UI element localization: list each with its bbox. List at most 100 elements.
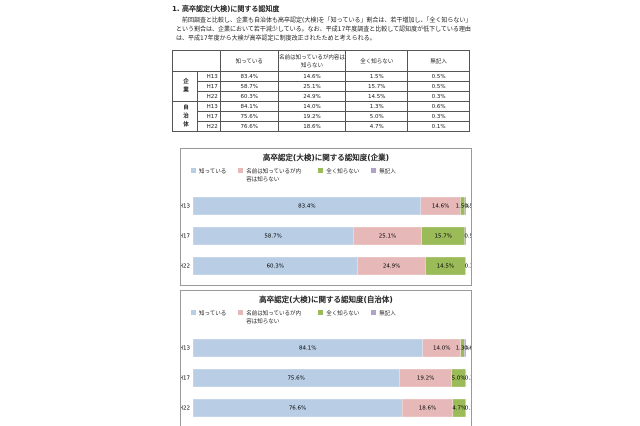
value-cell: 1.3% (345, 101, 409, 112)
value-label: 84.1% (299, 346, 316, 352)
legend-swatch (318, 310, 324, 315)
value-cell: 15.7% (345, 81, 409, 92)
heading: 1. 高卒認定(大検)に関する認知度 (172, 5, 280, 13)
value-cell: 84.1% (219, 101, 279, 112)
legend-label: 無記入 (379, 311, 396, 317)
value-label: 4.7% (452, 406, 466, 412)
chart: 高卒認定(大検)に関する認知度(自治体) 知っている 名前は知っているが内容は知らな… (180, 290, 472, 426)
value-label: 60.3% (267, 264, 284, 270)
value-label: 0.6% (464, 346, 471, 352)
year-cell: H17 (197, 111, 221, 122)
table-row: H22 60.3% 24.9% 14.5% 0.3% (173, 91, 470, 102)
table-row: H17 75.6% 19.2% 5.0% 0.3% (173, 111, 470, 122)
table: 知っている 名前は知っているが内容は知らない 全く知らない 無記入 企業 H13 83.4%… (172, 50, 470, 132)
value-label: 19.2% (417, 376, 434, 382)
value-cell: 75.6% (219, 111, 279, 122)
category-label: H17 (181, 376, 190, 382)
value-label: 75.6% (287, 376, 304, 382)
legend-swatch (238, 310, 244, 315)
value-cell: 0.5% (407, 71, 470, 82)
value-cell: 14.5% (345, 91, 409, 102)
plot: H1383.4%14.6%1.5%0.5%H1758.7%25.1%15.7%0… (181, 196, 471, 276)
bar-segment (465, 368, 467, 388)
value-cell: 58.7% (219, 81, 279, 92)
category-label: H22 (181, 406, 190, 412)
legend-label: 全く知らない (326, 169, 360, 175)
value-cell: 14.6% (277, 71, 347, 82)
value-label: 14.0% (433, 346, 450, 352)
value-label: 58.7% (264, 234, 281, 240)
value-label: 1.5% (456, 204, 470, 210)
corner (172, 50, 221, 72)
table-row: H17 58.7% 25.1% 15.7% 0.5% (173, 81, 470, 92)
value-cell: 4.7% (345, 121, 409, 132)
bar-segment (464, 196, 467, 216)
value-label: 1.3% (456, 346, 470, 352)
legend: 知っている 名前は知っているが内容は知らない 全く知らない 無記入 (191, 167, 466, 183)
chart: 高卒認定(大検)に関する認知度(企業) 知っている 名前は知っているが内容は知らない… (180, 148, 472, 286)
value-cell: 19.2% (277, 111, 347, 122)
legend-swatch (318, 168, 324, 173)
value-cell: 1.5% (345, 71, 409, 82)
group-label: 企業 (172, 71, 198, 102)
legend-item: 無記入 (371, 309, 396, 325)
column-header: 名前は知っているが内容は知らない (277, 50, 347, 72)
legend-label: 無記入 (379, 169, 396, 175)
table-row: H22 76.6% 18.6% 4.7% 0.1% (173, 121, 470, 132)
value-label: 5.0% (452, 376, 466, 382)
value-label: 76.6% (289, 406, 306, 412)
year-cell: H13 (197, 71, 221, 82)
year-cell: H22 (197, 121, 221, 132)
value-cell: 0.3% (407, 91, 470, 102)
value-cell: 83.4% (219, 71, 279, 82)
column-header: 全く知らない (345, 50, 409, 72)
legend-item: 名前は知っているが内容は知らない (238, 309, 306, 325)
value-label: 0.3% (465, 264, 471, 270)
value-label: 0.3% (465, 376, 471, 382)
table-row: 自治体 H13 84.1% 14.0% 1.3% 0.6% (172, 101, 470, 132)
value-label: 18.6% (419, 406, 436, 412)
category-label: H13 (181, 346, 190, 352)
category-label: H17 (181, 234, 190, 240)
value-label: 0.5% (464, 234, 471, 240)
legend: 知っている 名前は知っているが内容は知らない 全く知らない 無記入 (191, 309, 466, 325)
legend-item: 知っている (191, 309, 226, 325)
intro: 前回調査と比較し、企業も自治体も高卒認定(大検)を「知っている」割合は、若干増加… (176, 17, 472, 42)
legend-item: 名前は知っているが内容は知らない (238, 167, 306, 183)
year-cell: H17 (197, 81, 221, 92)
legend-item: 全く知らない (318, 309, 359, 325)
plot: H1384.1%14.0%1.3%0.6%H1775.6%19.2%5.0%0.… (181, 338, 471, 418)
category-label: H22 (181, 264, 190, 270)
legend-item: 全く知らない (318, 167, 359, 183)
bar-segment (465, 256, 467, 276)
legend-label: 知っている (199, 169, 227, 175)
bar-segment (464, 226, 467, 246)
chart-title: 高卒認定(大検)に関する認知度(自治体) (259, 295, 393, 304)
legend-label: 全く知らない (326, 311, 360, 317)
legend-item: 無記入 (371, 167, 396, 183)
year-cell: H13 (197, 101, 221, 112)
legend-swatch (371, 310, 377, 315)
value-cell: 0.3% (407, 111, 470, 122)
column-header: 知っている (219, 50, 279, 72)
value-label: 14.5% (437, 264, 454, 270)
legend-swatch (191, 168, 196, 173)
bar-segment (464, 338, 467, 358)
value-cell: 76.6% (219, 121, 279, 132)
value-label: 0.5% (464, 204, 471, 210)
value-cell: 25.1% (277, 81, 347, 92)
value-cell: 0.1% (407, 121, 470, 132)
value-cell: 18.6% (277, 121, 347, 132)
value-cell: 60.3% (219, 91, 279, 102)
category-label: H13 (181, 204, 190, 210)
legend-swatch (238, 168, 244, 173)
value-label: 14.6% (432, 204, 449, 210)
group-label: 自治体 (172, 101, 198, 132)
value-label: 25.1% (379, 234, 396, 240)
value-label: 0.1% (465, 406, 471, 412)
year-cell: H22 (197, 91, 221, 102)
value-cell: 24.9% (277, 91, 347, 102)
legend-swatch (371, 168, 377, 173)
value-cell: 5.0% (345, 111, 409, 122)
